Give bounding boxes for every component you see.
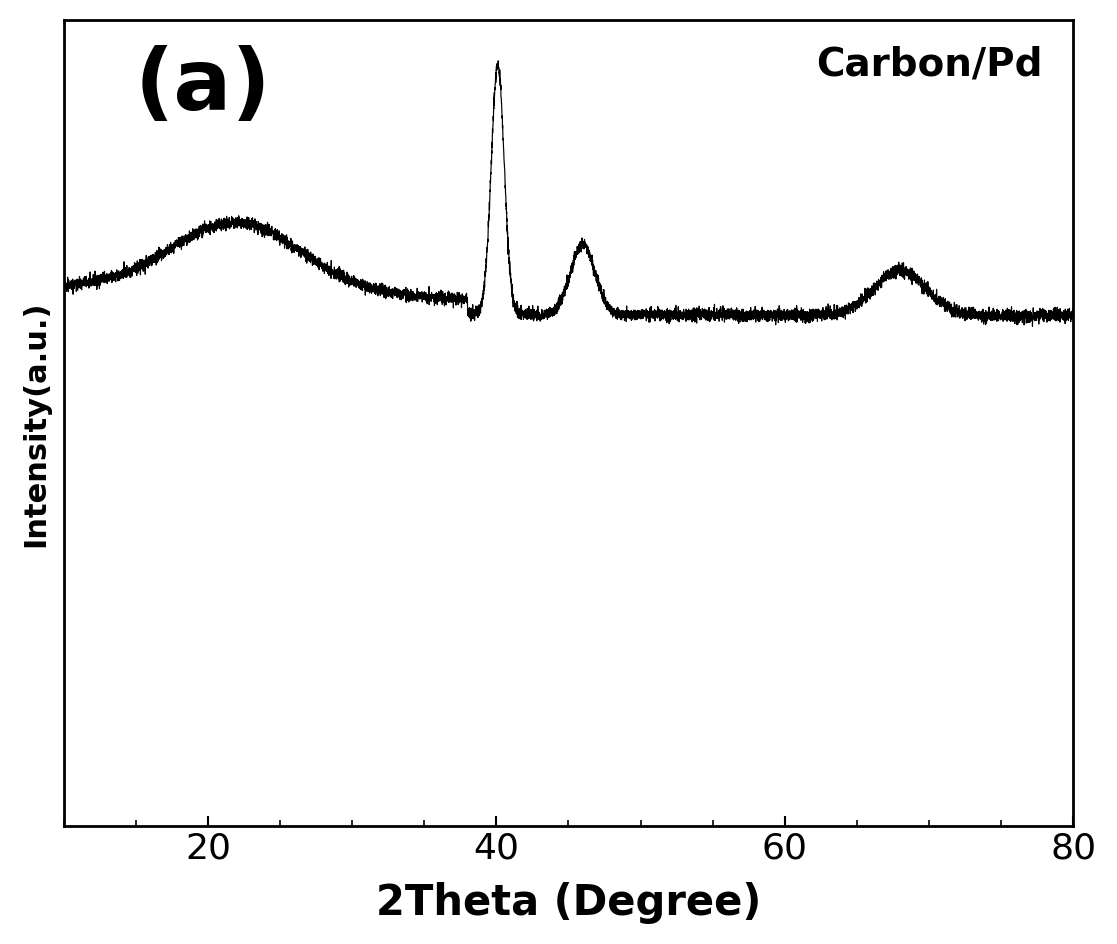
X-axis label: 2Theta (Degree): 2Theta (Degree) [375,882,761,923]
Y-axis label: Intensity(a.u.): Intensity(a.u.) [21,300,50,547]
Text: (a): (a) [134,45,271,127]
Text: Carbon/Pd: Carbon/Pd [817,45,1043,83]
